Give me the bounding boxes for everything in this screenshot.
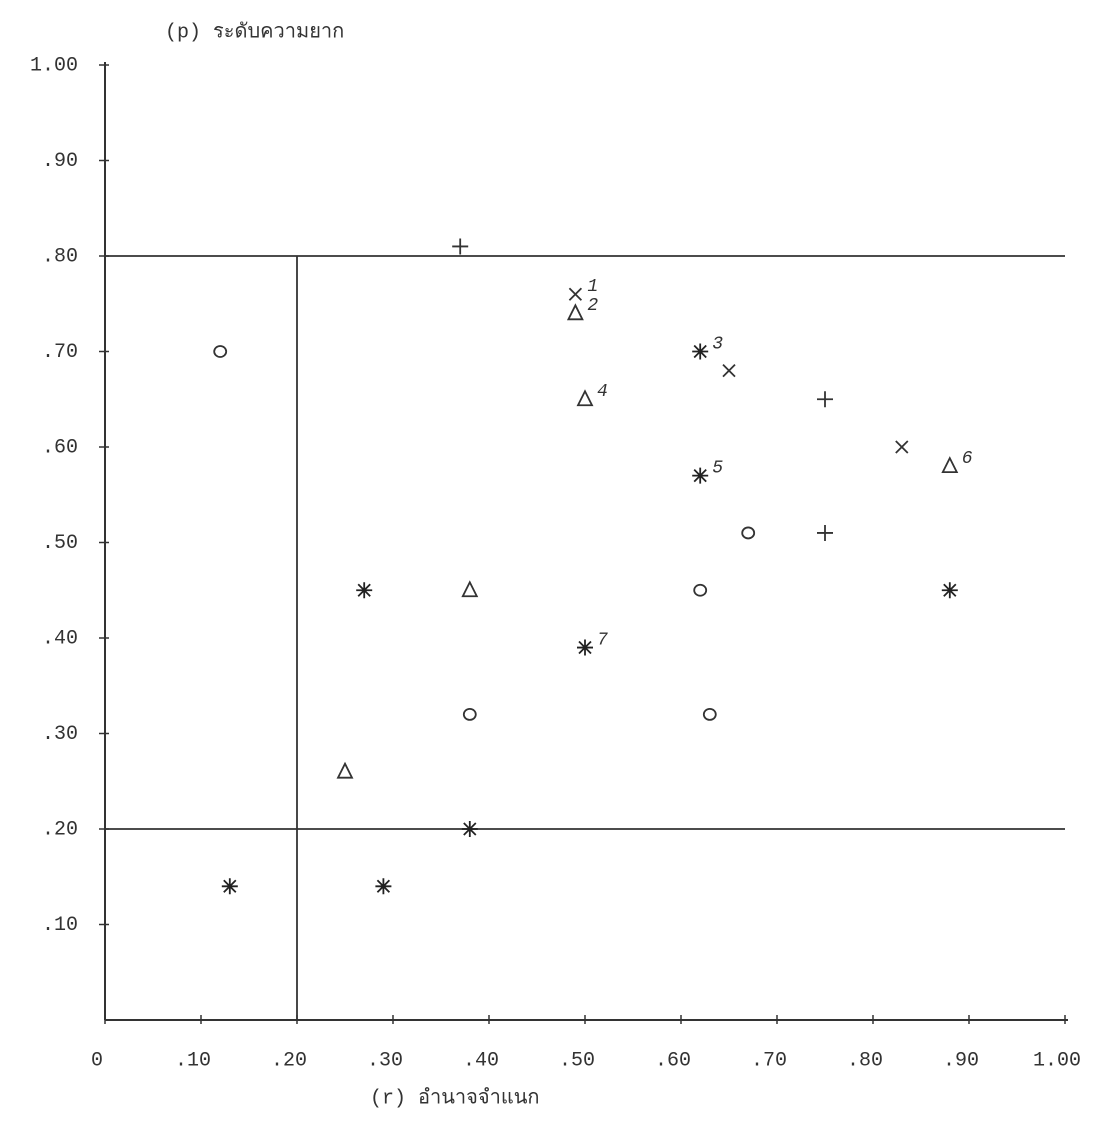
x-tick-label: .70 [751,1049,787,1072]
y-tick-label: .90 [42,150,78,173]
x-tick-label: .20 [271,1049,307,1072]
annotation: 4 [597,382,608,402]
annotation: 7 [597,630,608,650]
x-axis-label: (r) อำนาจจำแนก [370,1086,540,1110]
annotation: 3 [712,334,723,354]
y-tick-label: .70 [42,341,78,364]
data-point [568,287,583,301]
y-tick-label: .50 [42,532,78,555]
x-tick-label: .30 [367,1049,403,1072]
data-point [692,343,709,360]
annotation: 5 [712,458,723,478]
data-point [693,583,708,597]
data-point [692,467,709,484]
x-tick-label: .40 [463,1049,499,1072]
data-point [213,345,228,358]
y-tick-label: .60 [42,436,78,459]
x-tick-label: .90 [943,1049,979,1072]
data-point [702,708,717,721]
data-point [462,708,477,721]
data-point [895,440,909,454]
data-point [741,526,756,540]
data-point [375,878,392,895]
x-tick-label: .50 [559,1049,595,1072]
annotation: 2 [587,296,598,316]
data-point [722,363,736,378]
data-point [461,580,479,598]
data-point [336,761,354,779]
chart-title: (p) ระดับความยาก [165,21,344,44]
x-tick-label: .10 [175,1049,211,1072]
y-tick-label: 1.00 [30,54,78,77]
y-tick-label: .40 [42,627,78,650]
y-tick-label: .30 [42,723,78,746]
data-point [817,524,833,541]
y-tick-label: .80 [42,245,78,268]
x-tick-label: .60 [655,1049,691,1072]
data-point [576,389,594,407]
data-point [461,821,478,837]
annotation: 6 [962,449,973,469]
data-point [356,582,373,599]
data-point [221,878,238,895]
y-tick-label: .10 [42,914,78,937]
x-tick-label: 0 [91,1049,103,1072]
data-point [941,582,958,599]
data-point [941,456,959,473]
data-point [452,238,469,255]
x-tick-label: 1.00 [1033,1049,1081,1072]
data-point [577,639,593,656]
data-point [817,391,833,408]
x-tick-label: .80 [847,1049,883,1072]
data-point [566,303,584,321]
y-tick-label: .20 [42,818,78,841]
annotation: 1 [587,277,598,297]
